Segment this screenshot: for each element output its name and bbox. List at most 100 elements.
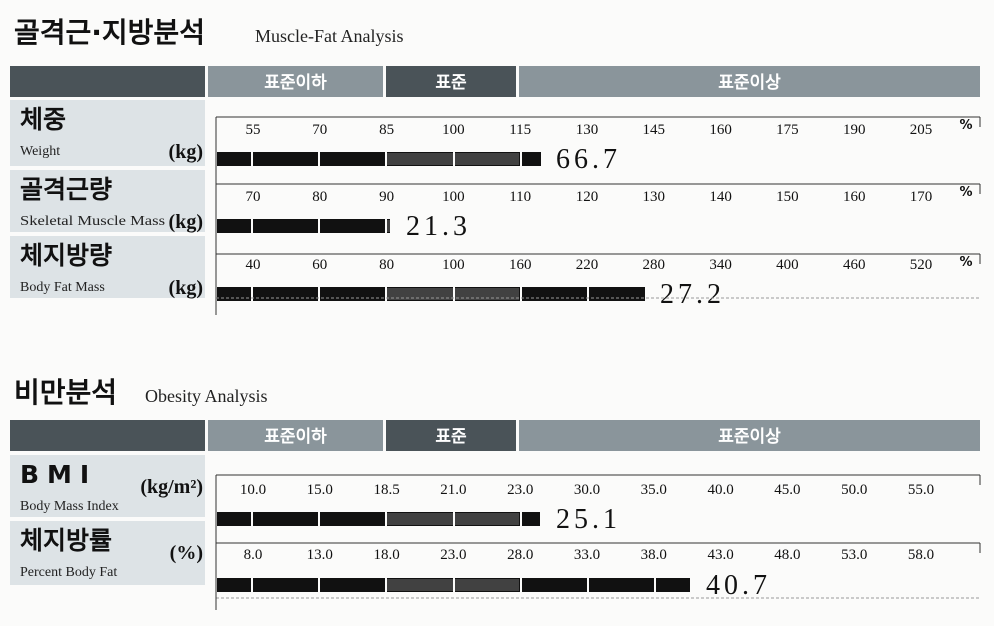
scale-tick: 100 <box>442 189 465 205</box>
row-unit: (kg) <box>169 211 203 233</box>
row-name: 골격근량 <box>20 175 112 204</box>
bar-gap <box>251 219 253 233</box>
scale-unit: % <box>959 118 972 133</box>
bar-texture <box>387 220 390 232</box>
bar-gap <box>520 578 522 592</box>
row-name-en: Weight <box>20 144 60 159</box>
row-label-bg <box>10 100 205 166</box>
scale-tick: 58.0 <box>908 547 934 563</box>
row-value: 25.1 <box>556 504 621 535</box>
scale-tick: 160 <box>843 189 866 205</box>
bar-gap <box>385 287 387 301</box>
scale-tick: 43.0 <box>707 547 733 563</box>
row-name-en: Body Mass Index <box>20 499 119 514</box>
bar-gap <box>453 152 455 166</box>
scale-tick: 38.0 <box>641 547 667 563</box>
scale-tick: 53.0 <box>841 547 867 563</box>
bar-gap <box>318 287 320 301</box>
scale-tick: 205 <box>910 122 933 138</box>
scale-tick: 18.0 <box>373 547 399 563</box>
scale-tick: 55 <box>246 122 261 138</box>
bar-gap <box>318 512 320 526</box>
section-title: 비만분석 <box>14 376 117 409</box>
bar-gap <box>318 578 320 592</box>
scale-tick: 100 <box>442 122 465 138</box>
scale-tick: 140 <box>709 189 732 205</box>
scale-tick: 80 <box>312 189 327 205</box>
header-label: 표준이상 <box>718 73 781 93</box>
header-left <box>10 66 205 97</box>
row-name-en: Skeletal Muscle Mass <box>20 214 165 229</box>
header-label: 표준이하 <box>264 73 327 93</box>
scale-tick: 520 <box>910 257 933 273</box>
scale-tick: 340 <box>709 257 732 273</box>
row-name: 체지방률 <box>20 526 112 555</box>
scale-tick: 170 <box>910 189 933 205</box>
section-subtitle: Muscle-Fat Analysis <box>255 26 404 46</box>
scale-tick: 60 <box>312 257 327 273</box>
scale-tick: 21.0 <box>440 482 466 498</box>
scale-tick: 110 <box>509 189 531 205</box>
row-name: 체중 <box>20 105 66 134</box>
scale-tick: 220 <box>576 257 599 273</box>
scale-tick: 175 <box>776 122 799 138</box>
scale-tick: 190 <box>843 122 866 138</box>
row-name: 체지방량 <box>20 241 112 270</box>
scale-tick: 150 <box>776 189 799 205</box>
header-segment <box>208 66 383 97</box>
header-segment <box>386 66 516 97</box>
scale-unit: % <box>959 255 972 270</box>
header-label: 표준 <box>435 73 467 93</box>
scale-tick: 28.0 <box>507 547 533 563</box>
header-label: 표준이상 <box>718 427 781 447</box>
scale-tick: 18.5 <box>373 482 399 498</box>
scale-tick: 48.0 <box>774 547 800 563</box>
scale-tick: 160 <box>509 257 532 273</box>
scale-tick: 35.0 <box>641 482 667 498</box>
scale-tick: 130 <box>576 122 599 138</box>
header-segment <box>519 420 980 451</box>
bar-gap <box>587 287 589 301</box>
bar-gap <box>520 152 522 166</box>
scale-tick: 145 <box>643 122 666 138</box>
bar-gap <box>587 578 589 592</box>
bar-gap <box>385 512 387 526</box>
header-label: 표준이하 <box>264 427 327 447</box>
bar-gap <box>318 152 320 166</box>
row-unit: (%) <box>170 542 203 564</box>
scale-tick: 50.0 <box>841 482 867 498</box>
bar-gap <box>453 512 455 526</box>
row-label-bg <box>10 170 205 232</box>
row-value: 21.3 <box>406 211 471 242</box>
row-unit: (kg/m²) <box>140 476 203 498</box>
scale-tick: 90 <box>379 189 394 205</box>
header-segment <box>519 66 980 97</box>
scale-tick: 45.0 <box>774 482 800 498</box>
scale-tick: 160 <box>709 122 732 138</box>
bar-gap <box>251 578 253 592</box>
bar-gap <box>385 152 387 166</box>
header-segment <box>208 420 383 451</box>
scale-tick: 40.0 <box>707 482 733 498</box>
bar-gap <box>385 578 387 592</box>
row-value: 27.2 <box>660 279 725 310</box>
scale-tick: 70 <box>246 189 261 205</box>
scale-tick: 460 <box>843 257 866 273</box>
bar-gap <box>453 578 455 592</box>
header-left <box>10 420 205 451</box>
header-label: 표준 <box>435 427 467 447</box>
bar-gap <box>453 287 455 301</box>
scale-tick: 70 <box>312 122 327 138</box>
bar-gap <box>251 287 253 301</box>
row-name-en: Body Fat Mass <box>20 280 105 295</box>
header-segment <box>386 420 516 451</box>
scale-tick: 10.0 <box>240 482 266 498</box>
bar-gap <box>251 512 253 526</box>
scale-tick: 15.0 <box>307 482 333 498</box>
scale-tick: 40 <box>246 257 261 273</box>
bar-gap <box>654 578 656 592</box>
row-unit: (kg) <box>169 141 203 163</box>
row-value: 40.7 <box>706 570 771 601</box>
scale-tick: 80 <box>379 257 394 273</box>
